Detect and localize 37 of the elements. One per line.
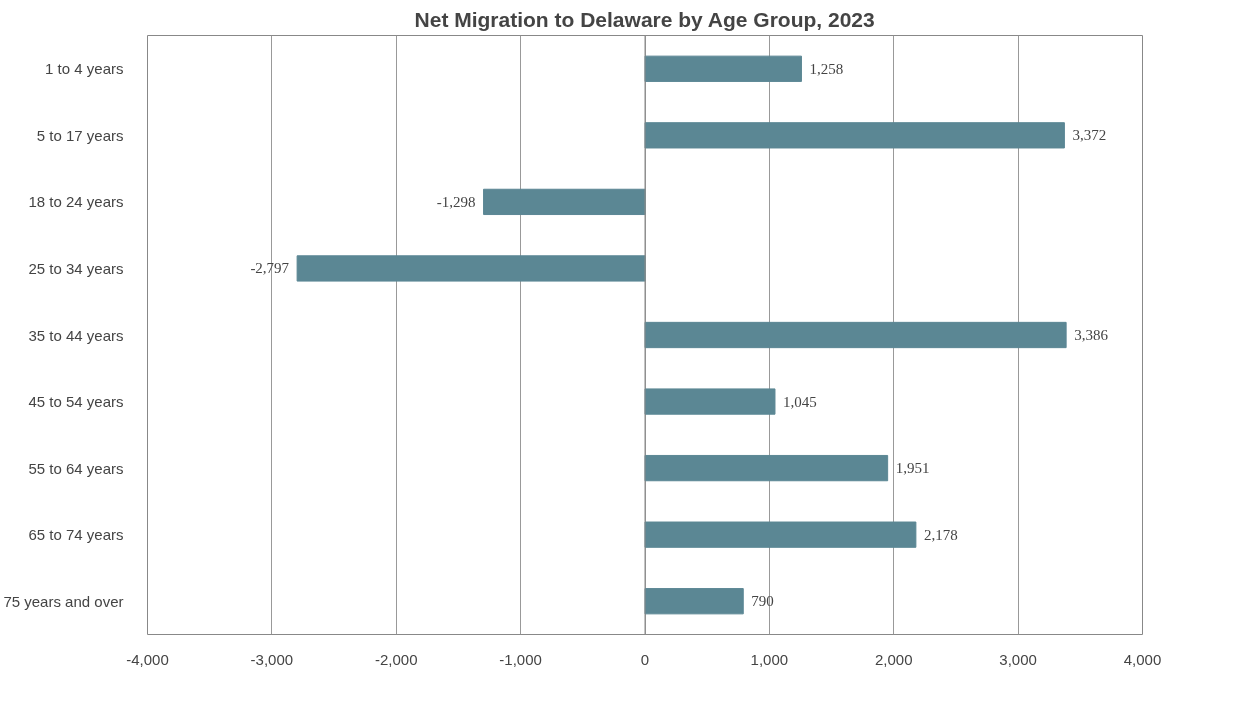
y-tick-label: 25 to 34 years [28, 259, 124, 277]
x-tick-label: 3,000 [999, 650, 1037, 668]
data-label: 3,386 [1074, 327, 1109, 343]
y-tick-label: 45 to 54 years [28, 393, 124, 411]
x-tick-label: -4,000 [126, 650, 169, 668]
y-tick-label: 75 years and over [3, 592, 124, 610]
y-tick-label: 1 to 4 years [45, 60, 124, 78]
bar [644, 588, 744, 615]
y-tick-label: 65 to 74 years [28, 526, 124, 544]
y-tick-label: 55 to 64 years [28, 459, 124, 477]
bar [644, 388, 776, 415]
x-tick-label: 2,000 [874, 650, 913, 668]
y-tick-label: 18 to 24 years [28, 193, 124, 211]
bar [644, 55, 802, 82]
x-tick-label: -2,000 [374, 650, 418, 668]
x-tick-label: -1,000 [499, 650, 542, 668]
bar [483, 188, 646, 216]
y-tick-label: 5 to 17 years [36, 126, 124, 144]
data-label: 1,258 [809, 60, 844, 77]
data-label: 1,951 [895, 460, 930, 477]
bar [644, 521, 917, 548]
bar [644, 122, 1065, 149]
bar [644, 454, 889, 482]
data-label: -2,797 [250, 260, 290, 277]
x-tick-label: -3,000 [250, 650, 294, 668]
x-tick-label: 0 [640, 650, 650, 668]
data-label: 790 [751, 593, 774, 610]
y-tick-label: 35 to 44 years [28, 326, 124, 344]
x-tick-label: 1,000 [750, 650, 789, 668]
bar [644, 321, 1067, 349]
data-label: 1,045 [782, 393, 817, 410]
data-label: 3,372 [1072, 127, 1107, 144]
data-label: -1,298 [436, 193, 476, 210]
x-tick-label: 4,000 [1123, 650, 1162, 668]
chart-title: Net Migration to Delaware by Age Group, 2023 [414, 7, 875, 31]
data-label: 2,178 [923, 526, 958, 543]
bar [296, 255, 646, 282]
